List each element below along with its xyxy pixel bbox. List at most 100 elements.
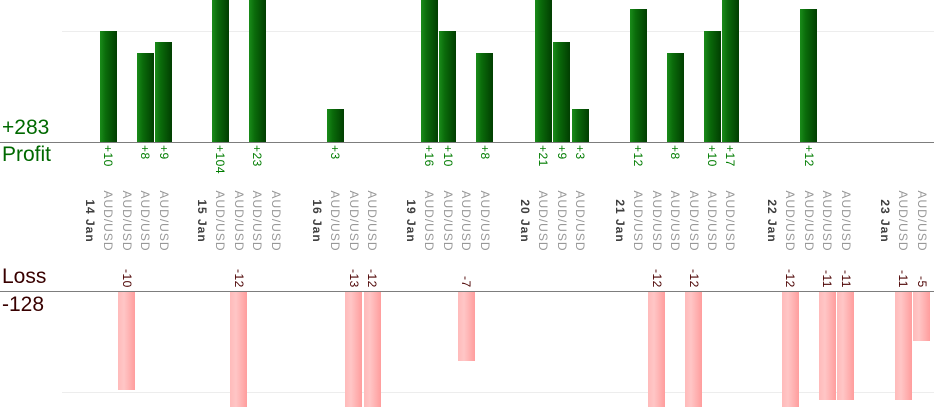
profit-value-label: +23 <box>250 145 264 167</box>
profit-bar <box>667 53 684 142</box>
instrument-label: AUD/USD <box>631 190 645 252</box>
profit-gridline <box>62 31 934 32</box>
profit-bar <box>327 109 344 142</box>
instrument-label: AUD/USD <box>213 190 227 252</box>
instrument-label: AUD/USD <box>347 190 361 252</box>
profit-bar <box>535 0 552 142</box>
profit-bar <box>421 0 438 142</box>
profit-value-label: +3 <box>573 145 587 160</box>
loss-value-label: -13 <box>347 269 361 288</box>
profit-bar <box>800 9 817 142</box>
date-label: 14 Jan <box>83 199 97 243</box>
profit-value-label: +9 <box>157 145 171 160</box>
profit-value-label: +104 <box>213 145 227 175</box>
profit-bar <box>155 42 172 142</box>
profit-axis-line <box>0 142 934 143</box>
profit-bar <box>439 31 456 142</box>
profit-value-label: +17 <box>723 145 737 167</box>
loss-bar <box>782 292 799 407</box>
profit-value-label: +10 <box>101 145 115 167</box>
loss-axis-label: Loss <box>2 265 47 288</box>
instrument-label: AUD/USD <box>802 190 816 252</box>
loss-total-value: -128 <box>2 293 45 316</box>
instrument-label: AUD/USD <box>668 190 682 252</box>
instrument-label: AUD/USD <box>328 190 342 252</box>
date-label: 16 Jan <box>310 199 324 243</box>
instrument-label: AUD/USD <box>478 190 492 252</box>
profit-value-label: +8 <box>668 145 682 160</box>
instrument-label: AUD/USD <box>157 190 171 252</box>
instrument-label: AUD/USD <box>232 190 246 252</box>
loss-value-label: -12 <box>365 269 379 288</box>
profit-bar <box>212 0 229 142</box>
loss-bar <box>458 292 475 361</box>
instrument-label: AUD/USD <box>101 190 115 252</box>
profit-bar <box>553 42 570 142</box>
loss-value-label: -10 <box>120 269 134 288</box>
loss-value-label: -11 <box>896 270 910 288</box>
profit-value-label: +12 <box>802 145 816 167</box>
instrument-label: AUD/USD <box>120 190 134 252</box>
date-label: 15 Jan <box>195 199 209 243</box>
instrument-label: AUD/USD <box>573 190 587 252</box>
profit-bar <box>249 0 266 142</box>
profit-bar <box>704 31 721 142</box>
instrument-label: AUD/USD <box>650 190 664 252</box>
loss-bar <box>685 292 702 407</box>
instrument-label: AUD/USD <box>555 190 569 252</box>
loss-value-label: -5 <box>915 276 929 288</box>
instrument-label: AUD/USD <box>723 190 737 252</box>
loss-bar <box>913 292 930 341</box>
profit-value-label: +3 <box>328 145 342 160</box>
date-label: 19 Jan <box>404 199 418 243</box>
profit-bar <box>137 53 154 142</box>
loss-value-label: -12 <box>650 269 664 288</box>
loss-value-label: -12 <box>687 269 701 288</box>
instrument-label: AUD/USD <box>441 190 455 252</box>
profit-value-label: +10 <box>441 145 455 167</box>
loss-axis-line <box>0 291 934 292</box>
profit-value-label: +8 <box>138 145 152 160</box>
instrument-label: AUD/USD <box>783 190 797 252</box>
profit-bar <box>572 109 589 142</box>
instrument-label: AUD/USD <box>896 190 910 252</box>
instrument-label: AUD/USD <box>839 190 853 252</box>
profit-bar <box>476 53 493 142</box>
loss-value-label: -11 <box>839 270 853 288</box>
profit-value-label: +8 <box>478 145 492 160</box>
loss-bar <box>837 292 854 400</box>
instrument-label: AUD/USD <box>536 190 550 252</box>
instrument-label: AUD/USD <box>705 190 719 252</box>
loss-bar <box>895 292 912 400</box>
instrument-label: AUD/USD <box>269 190 283 252</box>
profit-axis-label: Profit <box>2 143 52 166</box>
profit-value-label: +16 <box>422 145 436 167</box>
profit-bar <box>630 9 647 142</box>
instrument-label: AUD/USD <box>687 190 701 252</box>
profit-bar <box>100 31 117 142</box>
loss-bar <box>345 292 362 407</box>
profit-value-label: +21 <box>536 145 550 167</box>
profit-total-value: +283 <box>2 116 50 139</box>
loss-value-label: -11 <box>820 270 834 288</box>
date-label: 20 Jan <box>518 199 532 243</box>
date-label: 21 Jan <box>613 199 627 243</box>
date-label: 23 Jan <box>878 199 892 243</box>
loss-gridline <box>62 392 934 393</box>
instrument-label: AUD/USD <box>820 190 834 252</box>
instrument-label: AUD/USD <box>138 190 152 252</box>
profit-value-label: +9 <box>555 145 569 160</box>
instrument-label: AUD/USD <box>422 190 436 252</box>
loss-bar <box>118 292 135 390</box>
loss-value-label: -12 <box>783 269 797 288</box>
loss-value-label: -7 <box>459 276 473 288</box>
date-label: 22 Jan <box>765 199 779 243</box>
loss-bar <box>364 292 381 407</box>
loss-bar <box>819 292 836 400</box>
profit-bar <box>722 0 739 142</box>
loss-bar <box>230 292 247 407</box>
instrument-label: AUD/USD <box>459 190 473 252</box>
instrument-label: AUD/USD <box>915 190 929 252</box>
loss-bar <box>648 292 665 407</box>
instrument-label: AUD/USD <box>365 190 379 252</box>
